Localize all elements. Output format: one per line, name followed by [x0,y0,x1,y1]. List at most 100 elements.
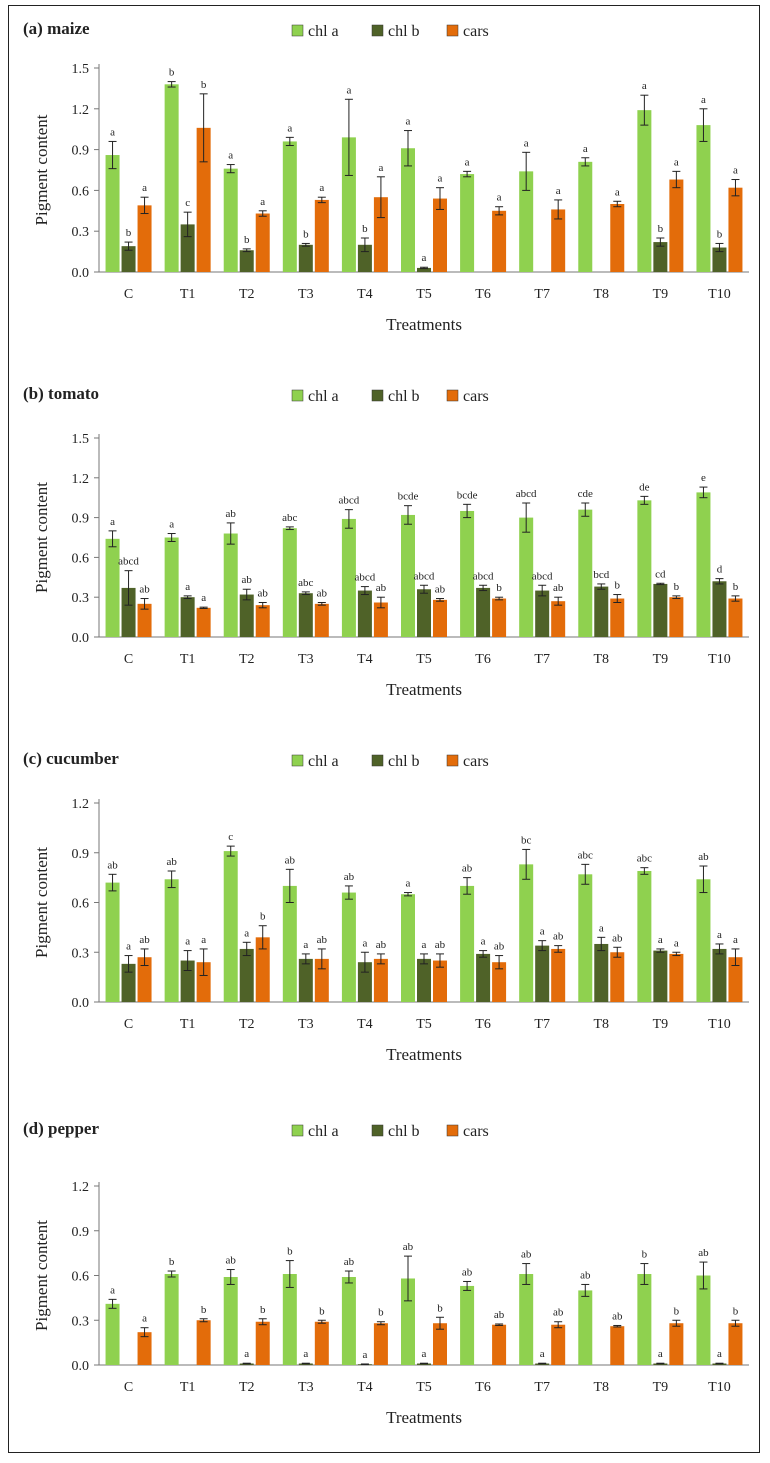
significance-letter: ab [258,588,269,600]
x-tick-label: T7 [534,1380,550,1395]
significance-letter: a [497,192,502,204]
bar-chl-b [239,250,254,272]
significance-letter: ab [435,584,446,596]
y-tick-label: 0.6 [72,551,90,566]
x-tick-label: T3 [298,1380,314,1395]
x-tick-label: T8 [593,652,609,667]
x-tick-label: T7 [534,287,550,302]
significance-letter: ab [698,1247,709,1259]
x-tick-label: T4 [357,652,373,667]
bar-cars [610,204,625,272]
x-tick-label: T6 [475,1017,491,1032]
significance-letter: a [733,934,738,946]
y-tick-label: 0.9 [72,1225,90,1240]
legend-swatch [371,24,384,37]
significance-letter: abcd [355,572,376,584]
bar-chl-a [282,885,297,1002]
x-tick-label: C [124,287,133,302]
significance-letter: a [110,1284,115,1296]
significance-letter: a [244,927,249,939]
y-tick-label: 1.2 [72,472,90,487]
figure-frame: (a) maize chl a chl b cars 0.0 0.3 0.6 0.9 1.2 1.… [8,5,760,1453]
chart-canvas: (a) maize chl a chl b cars 0.0 0.3 0.6 0.9 1.2 1.… [23,19,749,1427]
x-tick-label: T3 [298,652,314,667]
significance-letter: ab [580,1269,591,1281]
y-tick-label: 0.3 [72,591,90,606]
bar-chl-b [121,246,136,272]
bar-cars [137,603,152,637]
bar-chl-a [637,110,652,272]
significance-letter: a [260,196,265,208]
legend-item: cars [446,753,489,770]
significance-letter: a [658,934,663,946]
x-tick-label: T10 [708,287,731,302]
bar-chl-a [105,1303,120,1365]
bar-cars [255,213,270,272]
chart-panel-1: (a) maize chl a chl b cars 0.0 0.3 0.6 0.9 1.2 1.… [23,19,749,334]
legend-swatch [446,754,459,767]
bar-cars [728,187,743,272]
bar-chl-b [712,948,727,1002]
significance-letter: a [378,162,383,174]
significance-letter: a [142,182,147,194]
bar-chl-a [282,1274,297,1365]
significance-letter: a [110,126,115,138]
x-tick-label: T1 [180,1380,196,1395]
y-tick-label: 0.3 [72,946,90,961]
bar-cars [137,957,152,1002]
bar-cars [551,209,566,272]
significance-letter: a [422,1348,427,1360]
significance-letter: abc [578,849,593,861]
significance-letter: ab [553,931,564,943]
bar-cars [669,179,684,272]
significance-letter: cde [578,488,593,500]
x-tick-label: T9 [653,1380,669,1395]
bar-cars [433,1323,447,1365]
y-tick-label: 1.2 [72,797,90,812]
bar-cars [433,960,447,1002]
legend-label: cars [463,23,489,40]
bar-cars [255,605,270,637]
x-tick-label: T8 [593,287,609,302]
bar-chl-a [460,174,475,272]
bar-cars [137,1332,152,1365]
bar-cars [137,205,152,272]
significance-letter: b [362,223,368,235]
bar-chl-a [578,161,593,272]
x-tick-label: T10 [708,1017,731,1032]
x-tick-label: T4 [357,1017,373,1032]
significance-letter: a [717,929,722,941]
significance-letter: a [615,186,620,198]
significance-letter: a [438,173,443,185]
x-tick-label: T10 [708,1380,731,1395]
significance-letter: b [319,1305,325,1317]
bar-chl-b [121,587,136,637]
panel-label: (a) maize [23,19,90,38]
significance-letter: abcd [118,556,139,568]
bar-chl-a [401,514,415,637]
bar-cars [314,1321,329,1365]
bar-chl-a [637,870,652,1002]
bar-chl-a [341,137,356,272]
significance-letter: cd [655,568,666,580]
legend-label: chl b [388,753,420,770]
legend-swatch [291,24,304,37]
y-tick-label: 0.0 [72,1359,90,1374]
significance-letter: abc [282,512,297,524]
legend-label: cars [463,1123,489,1140]
significance-letter: ab [139,584,150,596]
x-tick-label: T9 [653,652,669,667]
bar-chl-b [594,943,609,1002]
significance-letter: b [615,580,621,592]
bar-chl-a [282,528,297,637]
bar-cars [728,957,743,1002]
significance-letter: a [303,1348,308,1360]
significance-letter: a [465,156,470,168]
significance-letter: a [169,519,174,531]
significance-letter: a [185,581,190,593]
y-tick-label: 1.5 [72,432,90,447]
x-axis-title: Treatments [386,1045,462,1064]
bar-cars [610,1326,625,1365]
significance-letter: ab [435,939,446,951]
bar-chl-a [696,125,711,273]
